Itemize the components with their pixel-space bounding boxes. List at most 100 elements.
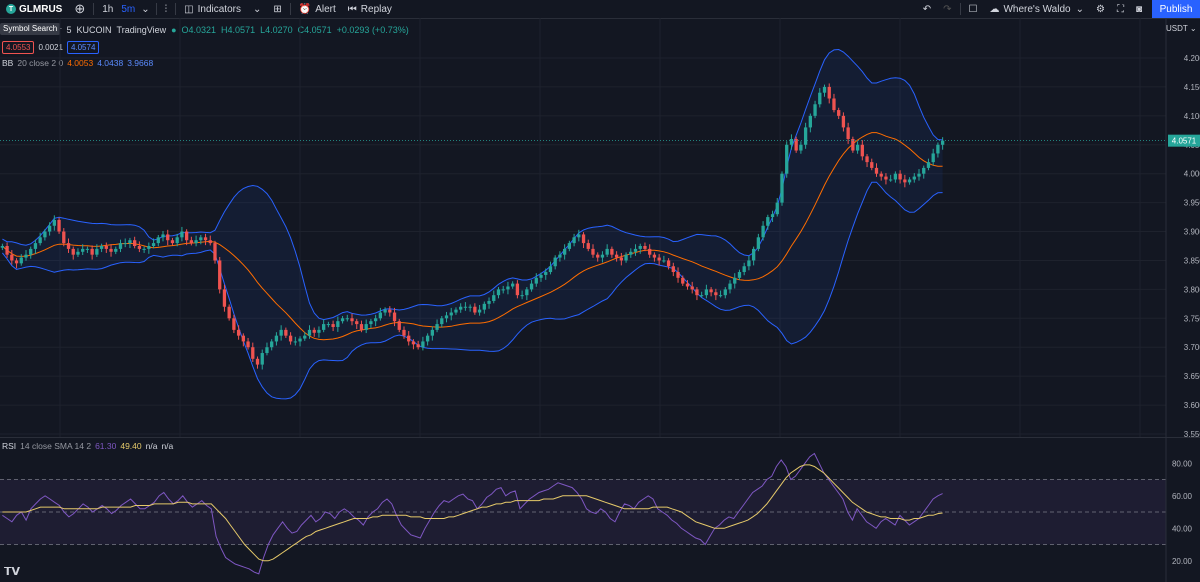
rsi-chart[interactable]: 80.00 60.00 40.00 20.00 — [0, 437, 1200, 582]
source-label: TradingView — [116, 25, 167, 35]
candle-body — [737, 272, 742, 278]
candle-body — [756, 237, 761, 249]
redo-icon[interactable]: ↷ — [943, 3, 952, 15]
replay-button[interactable]: ⏮ Replay — [342, 0, 398, 18]
timeframe-dropdown-icon[interactable]: ⌄ — [141, 3, 150, 15]
candle-body — [539, 274, 543, 278]
candle-body — [312, 329, 316, 333]
candle-body — [364, 324, 368, 330]
price-tick-label: 3.8000 — [1184, 285, 1200, 294]
candle-body — [770, 214, 775, 218]
spread-value: 0.0021 — [38, 43, 63, 52]
candle-body — [468, 306, 472, 308]
candle-body — [52, 219, 56, 226]
indicators-button[interactable]: ◫ Indicators — [178, 0, 247, 18]
candle-body — [425, 335, 430, 342]
camera-icon[interactable]: ◙ — [1135, 3, 1142, 15]
candle-body — [591, 248, 595, 255]
candle-body — [747, 260, 751, 267]
candle-body — [251, 347, 255, 359]
settings-gear-icon[interactable]: ⚙ — [1095, 3, 1105, 15]
layout-name-button[interactable]: ☁ Where's Waldo ⌄ — [983, 0, 1090, 18]
add-symbol-icon[interactable]: ⊕ — [74, 1, 86, 16]
rsi-name: RSI — [2, 441, 17, 451]
last-price-label: 4.0571 — [1172, 137, 1197, 146]
candle-body — [369, 321, 373, 325]
layouts-grid-icon[interactable]: ⊞ — [273, 3, 282, 15]
candle-body — [525, 289, 529, 296]
candle-body — [785, 144, 789, 174]
currency-selector[interactable]: USDT ⌄ — [1166, 24, 1197, 33]
candle-body — [553, 257, 557, 267]
bb-legend[interactable]: BB 20 close 2 0 4.0053 4.0438 3.9668 — [2, 58, 153, 68]
candle-body — [808, 115, 812, 128]
timeframe-5m[interactable]: 5m — [121, 3, 136, 15]
candle-body — [236, 329, 241, 336]
candle-body — [274, 335, 279, 342]
exchange-label: KUCOIN — [76, 25, 112, 35]
top-toolbar: T GLMRUS ⊕ 1h 5m ⌄ ⫶ ◫ Indicators ⌄ ⊞ ⏰ … — [0, 0, 1200, 19]
candle-body — [534, 277, 538, 284]
candle-body — [558, 254, 562, 258]
candle-body — [151, 243, 156, 246]
layout-square-icon[interactable]: ☐ — [968, 3, 978, 15]
candle-body — [912, 176, 916, 180]
alert-button[interactable]: ⏰ Alert — [293, 0, 342, 18]
candle-body — [326, 324, 331, 326]
candle-body — [917, 173, 921, 177]
publish-button[interactable]: Publish — [1152, 0, 1200, 18]
candle-body — [454, 309, 458, 313]
candle-body — [388, 309, 392, 313]
candle-body — [392, 312, 397, 322]
candle-body — [775, 202, 779, 215]
timeframe-1h[interactable]: 1h — [102, 3, 114, 15]
candle-body — [284, 329, 288, 336]
candle-body — [851, 138, 855, 151]
rsi-legend[interactable]: RSI 14 close SMA 14 2 61.30 49.40 n/a n/… — [2, 441, 173, 451]
candle-body — [855, 144, 860, 151]
interval-label: 5 — [66, 25, 72, 35]
indicators-dropdown-icon[interactable]: ⌄ — [252, 3, 262, 15]
candle-body — [397, 321, 401, 330]
candle-body — [822, 86, 827, 93]
candle-body — [629, 251, 633, 255]
candle-body — [175, 237, 179, 244]
candle-body — [879, 173, 883, 177]
last-price-tag — [1168, 134, 1200, 147]
sell-button[interactable]: 4.0553 — [2, 41, 35, 54]
price-tick-label: 3.7500 — [1184, 314, 1200, 323]
candle-body — [624, 254, 628, 261]
undo-icon[interactable]: ↶ — [922, 3, 932, 15]
candle-body — [38, 237, 42, 244]
price-tick-label: 3.8500 — [1184, 256, 1200, 265]
candle-body — [265, 347, 269, 354]
candle-body — [893, 173, 898, 180]
candle-body — [133, 240, 137, 246]
candle-body — [492, 295, 496, 301]
candle-body — [520, 295, 524, 297]
candle-body — [411, 341, 416, 345]
candle-body — [260, 353, 264, 365]
candle-body — [709, 289, 713, 293]
symbol-button[interactable]: T GLMRUS — [0, 0, 68, 18]
candle-body — [643, 246, 647, 249]
candle-body — [383, 309, 387, 313]
candle-type-icon[interactable]: ⫶ — [164, 3, 168, 15]
candle-body — [742, 266, 746, 273]
fullscreen-icon[interactable]: ⛶ — [1116, 3, 1124, 15]
candle-body — [496, 289, 501, 296]
candle-body — [345, 318, 349, 320]
buy-button[interactable]: 4.0574 — [66, 41, 100, 54]
candle-body — [184, 231, 189, 241]
alert-icon: ⏰ — [298, 3, 312, 15]
candle-body — [837, 110, 841, 116]
candle-body — [435, 324, 439, 330]
candle-body — [544, 272, 548, 275]
candle-body — [142, 248, 146, 250]
candle-body — [128, 240, 132, 244]
price-chart[interactable]: 4.20004.15004.10004.05004.00003.95003.90… — [0, 18, 1200, 438]
candle-body — [898, 173, 902, 180]
candle-body — [685, 283, 690, 287]
candle-body — [515, 283, 520, 296]
bb-upper-value: 4.0438 — [97, 58, 124, 68]
